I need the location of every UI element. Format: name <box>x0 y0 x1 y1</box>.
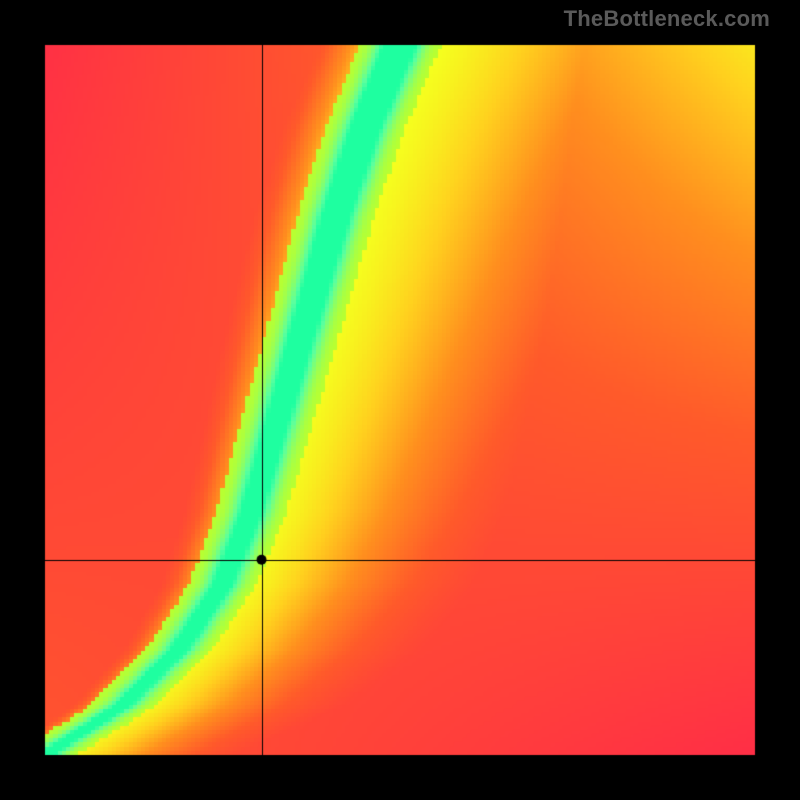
bottleneck-heatmap <box>0 0 800 800</box>
figure-wrapper: TheBottleneck.com <box>0 0 800 800</box>
